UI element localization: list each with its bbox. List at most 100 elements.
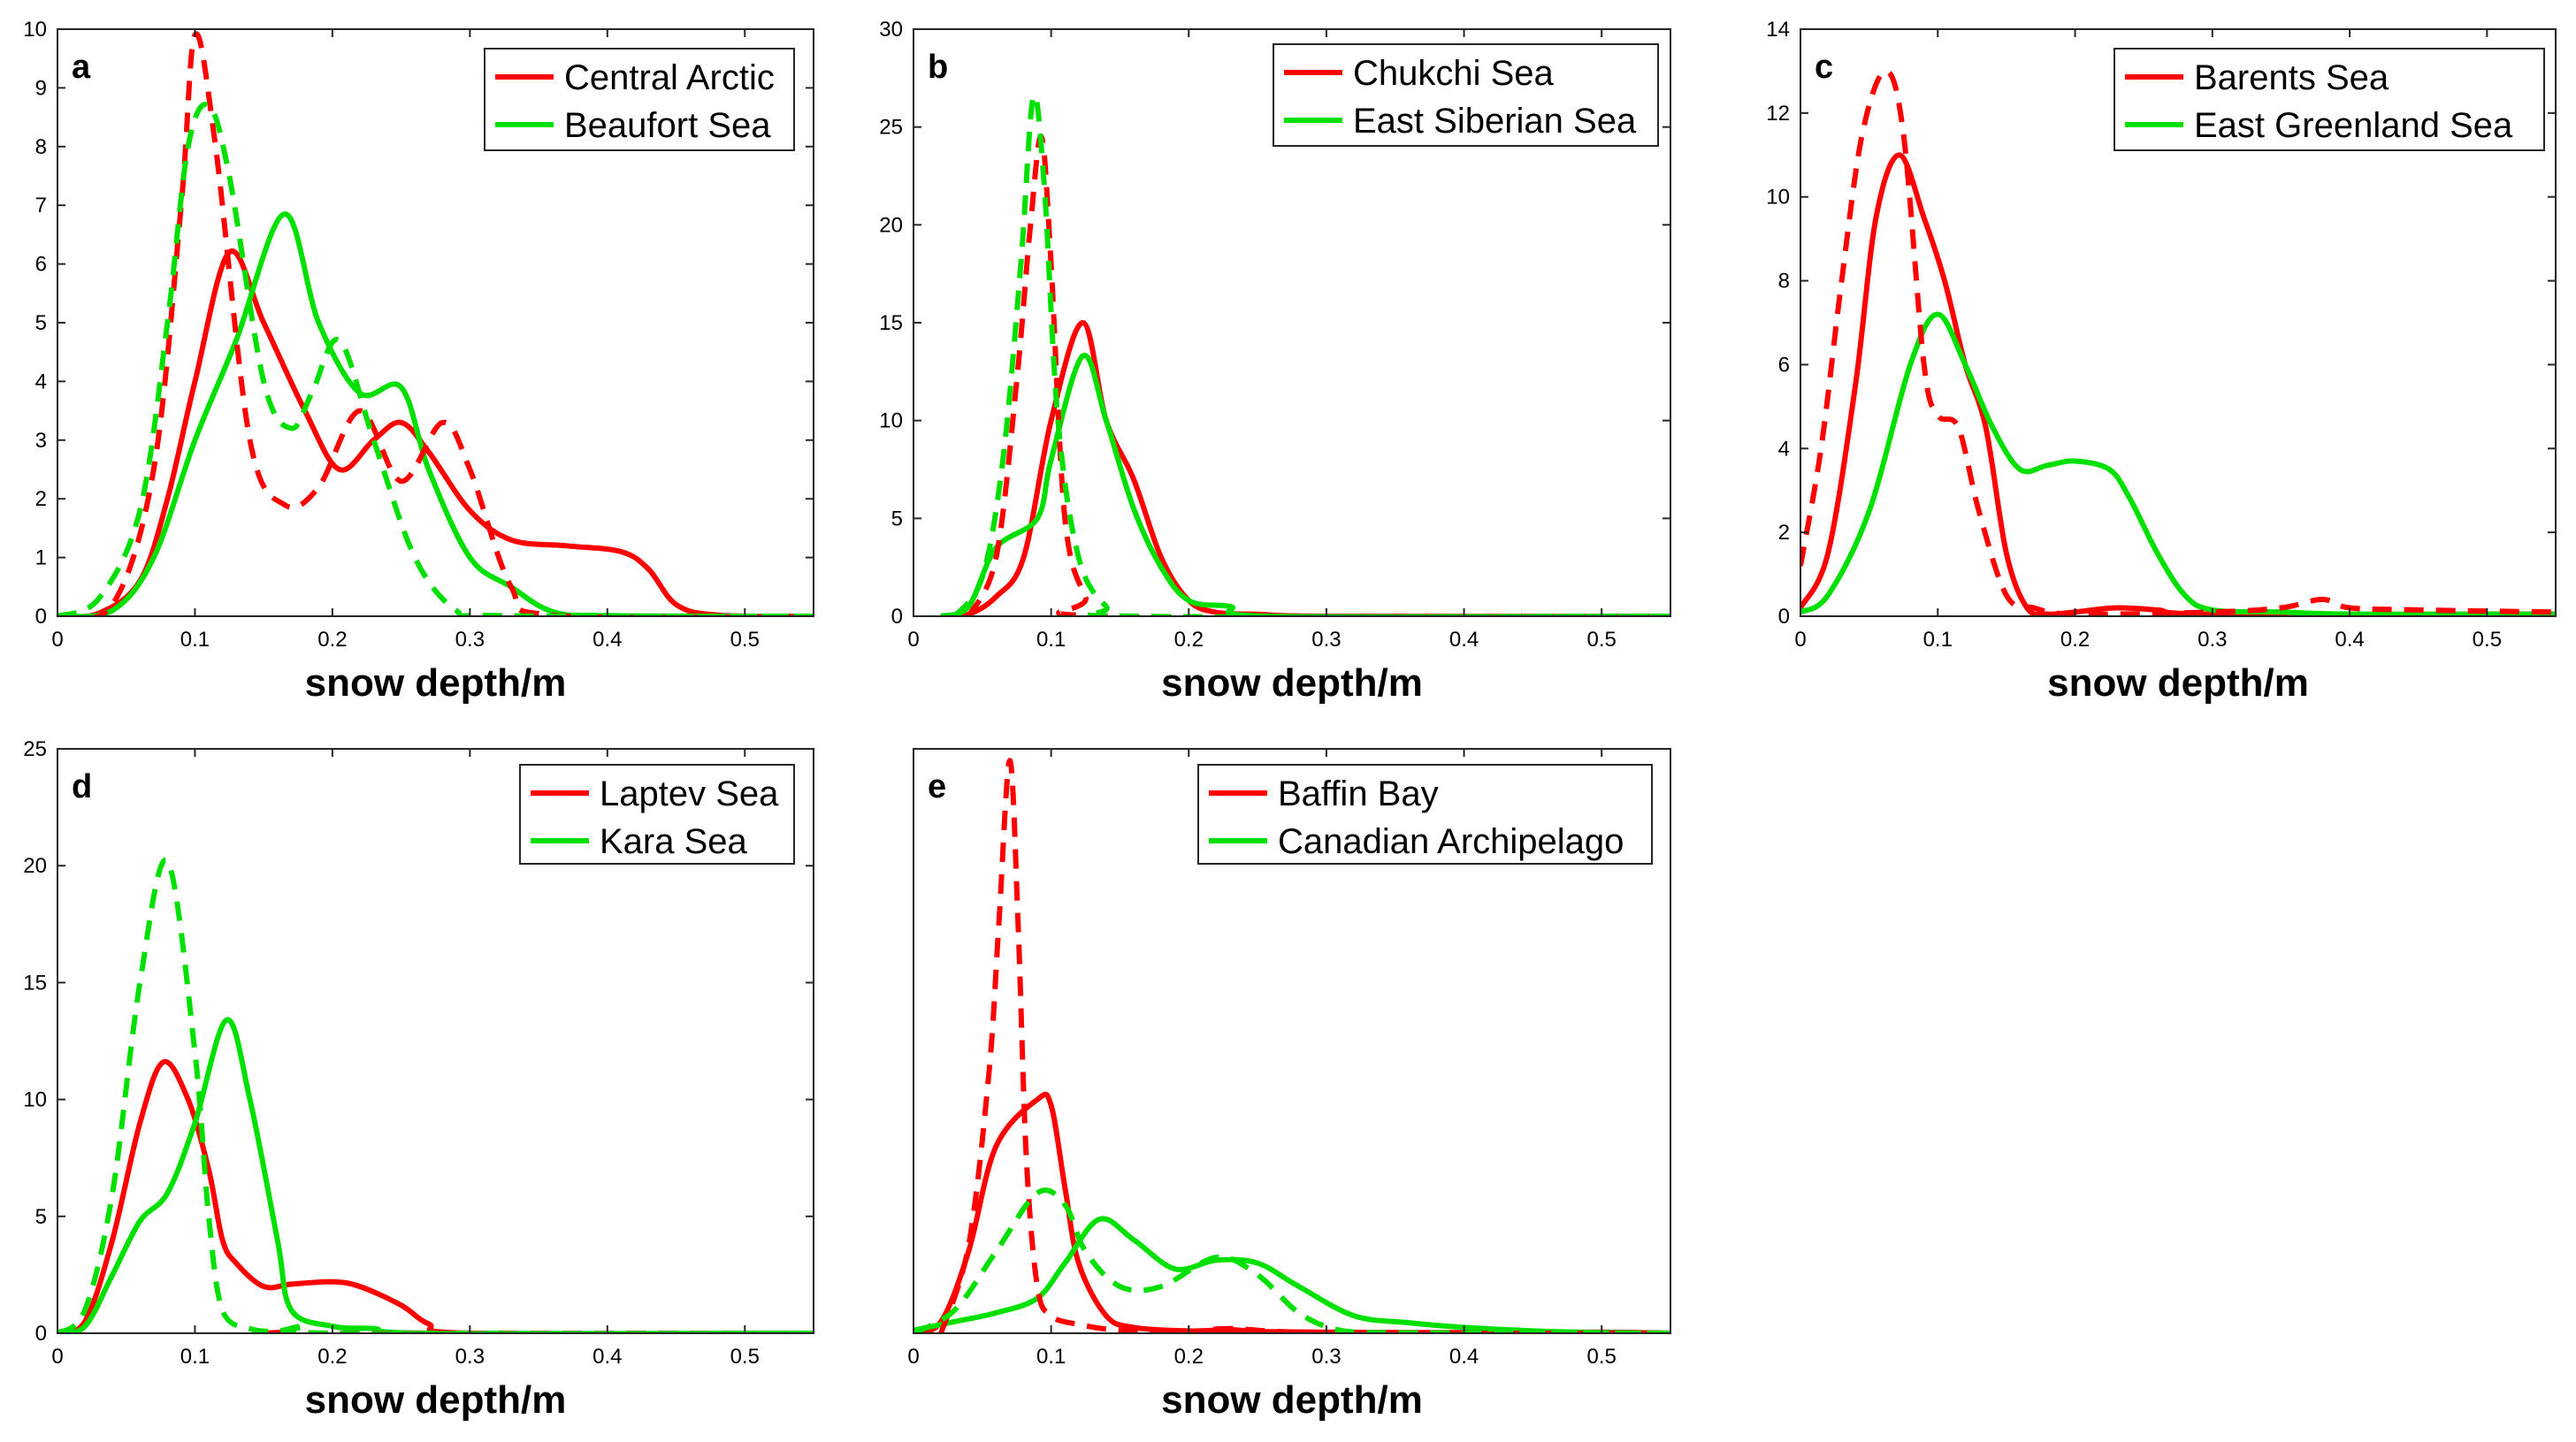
legend-box [1197,764,1653,865]
legend-entry: Barents Sea [2194,58,2389,97]
series-line-b-1-solid [940,353,1670,616]
legend-entry: East Siberian Sea [1353,102,1637,141]
chart-panel-e: 0 0.1 0.2 0.3 0.4 0.5 e snow depth/m Baffin Bay C… [907,748,1671,1422]
legend-a: Central Arctic Beaufort Sea [484,48,795,151]
y-tick-label: 14 [1766,18,1790,42]
x-tick-label: 0.5 [730,628,760,652]
y-tick-label: 10 [23,1088,47,1112]
y-tick-label: 15 [23,971,47,995]
panel-letter: a [72,49,91,86]
x-tick-label: 0.4 [592,1345,622,1369]
x-tick-label: 0 [1794,628,1806,652]
y-tick-label: 6 [35,253,47,277]
legend-entry: Baffin Bay [1278,774,1439,813]
x-tick-label: 0.2 [317,628,347,652]
legend-box [519,764,795,865]
legend-entry: Chukchi Sea [1353,54,1555,93]
x-axis-label: snow depth/m [1161,661,1423,705]
panel-letter: e [928,768,946,805]
y-tick-label: 0 [1778,605,1790,629]
x-axis-label: snow depth/m [305,1378,567,1422]
y-tick-label: 2 [35,487,47,511]
series-line-b-2-dashed [966,134,1670,616]
x-tick-label: 0.4 [1449,1345,1479,1369]
legend-box [1273,43,1659,147]
y-tick-label: 12 [1766,102,1790,126]
y-tick-label: 1 [35,546,47,570]
y-tick-label: 0 [35,1322,47,1346]
series-line-d-3-dashed [57,857,814,1333]
x-tick-label: 0 [51,1345,63,1369]
x-tick-label: 0.4 [2335,628,2364,652]
axes-box-e [913,748,1671,1334]
x-tick-label: 0.5 [1586,628,1616,652]
x-axis-label: snow depth/m [305,661,567,705]
y-tick-label: 5 [35,311,47,335]
x-tick-label: 0.2 [1174,1345,1204,1369]
series-line-b-3-dashed [952,93,1670,616]
legend-e: Baffin Bay Canadian Archipelago [1197,764,1653,865]
y-tick-label: 10 [879,409,903,433]
y-tick-label: 9 [35,76,47,100]
legend-entry: Laptev Sea [600,774,779,813]
legend-c: Barents Sea East Greenland Sea [2114,48,2545,151]
legend-entry: Kara Sea [600,822,748,861]
x-tick-label: 0.5 [730,1345,760,1369]
series-line-e-3-dashed [913,1187,1670,1333]
y-tick-label: 0 [35,605,47,629]
x-tick-label: 0 [51,628,63,652]
y-tick-label: 8 [35,135,47,159]
y-tick-label: 10 [1766,186,1790,210]
series-line-e-1-solid [913,1216,1670,1333]
chart-panel-c: 0 0.1 0.2 0.3 0.4 0.5 0 2 4 6 8 10 12 14 c snow depth/m… [1766,18,2557,705]
x-tick-label: 0.2 [317,1345,347,1369]
panel-letter: b [928,49,948,86]
legend-entry: East Greenland Sea [2194,106,2513,145]
y-tick-label: 4 [1778,437,1790,461]
legend-box [2114,48,2545,151]
x-axis-label: snow depth/m [2047,661,2309,705]
chart-panel-d: 0 0.1 0.2 0.3 0.4 0.5 0 5 10 15 20 25 d snow depth/m L… [23,737,814,1422]
series-line-c-0-solid [1800,152,2556,616]
x-tick-label: 0.1 [1036,628,1066,652]
x-tick-label: 0.1 [1923,628,1953,652]
x-tick-label: 0.1 [180,1345,210,1369]
legend-b: Chukchi Sea East Siberian Sea [1273,43,1659,147]
legend-box [484,48,795,151]
panel-letter: d [72,768,92,805]
y-tick-label: 0 [891,605,903,629]
x-tick-label: 0.3 [2198,628,2227,652]
x-tick-label: 0.2 [1174,628,1204,652]
series-line-a-2-dashed [57,31,814,616]
y-tick-label: 8 [1778,270,1790,294]
x-tick-label: 0 [907,628,919,652]
chart-panel-b: 0 0.1 0.2 0.3 0.4 0.5 0 5 10 15 20 25 30 b snow depth/… [879,18,1671,705]
y-tick-label: 25 [23,737,47,761]
x-tick-label: 0.5 [2473,628,2502,652]
chart-panel-a: 0 0.1 0.2 0.3 0.4 0.5 0 1 2 3 4 5 6 7 8 9 10 a snow depth/… [23,18,814,705]
series-line-a-1-solid [57,211,814,616]
x-tick-label: 0.5 [1586,1345,1616,1369]
axes-box-c [1800,28,2557,617]
x-tick-label: 0.3 [455,1345,485,1369]
x-tick-label: 0.1 [180,628,210,652]
x-tick-label: 0.3 [1311,1345,1341,1369]
y-tick-label: 20 [879,213,903,237]
axes-box-d [57,748,814,1334]
x-axis-label: snow depth/m [1161,1378,1423,1422]
y-tick-label: 7 [35,194,47,217]
y-tick-label: 5 [35,1205,47,1229]
panel-letter: c [1815,49,1833,86]
series-line-c-1-solid [1800,311,2556,616]
y-tick-label: 25 [879,116,903,140]
x-tick-label: 0.4 [1449,628,1479,652]
series-line-d-0-solid [57,1059,814,1333]
x-tick-label: 0.3 [1311,628,1341,652]
y-tick-label: 30 [879,18,903,42]
y-tick-label: 5 [891,507,903,530]
y-tick-label: 10 [23,18,47,42]
y-tick-label: 2 [1778,521,1790,545]
y-tick-label: 15 [879,311,903,335]
y-tick-label: 6 [1778,353,1790,377]
